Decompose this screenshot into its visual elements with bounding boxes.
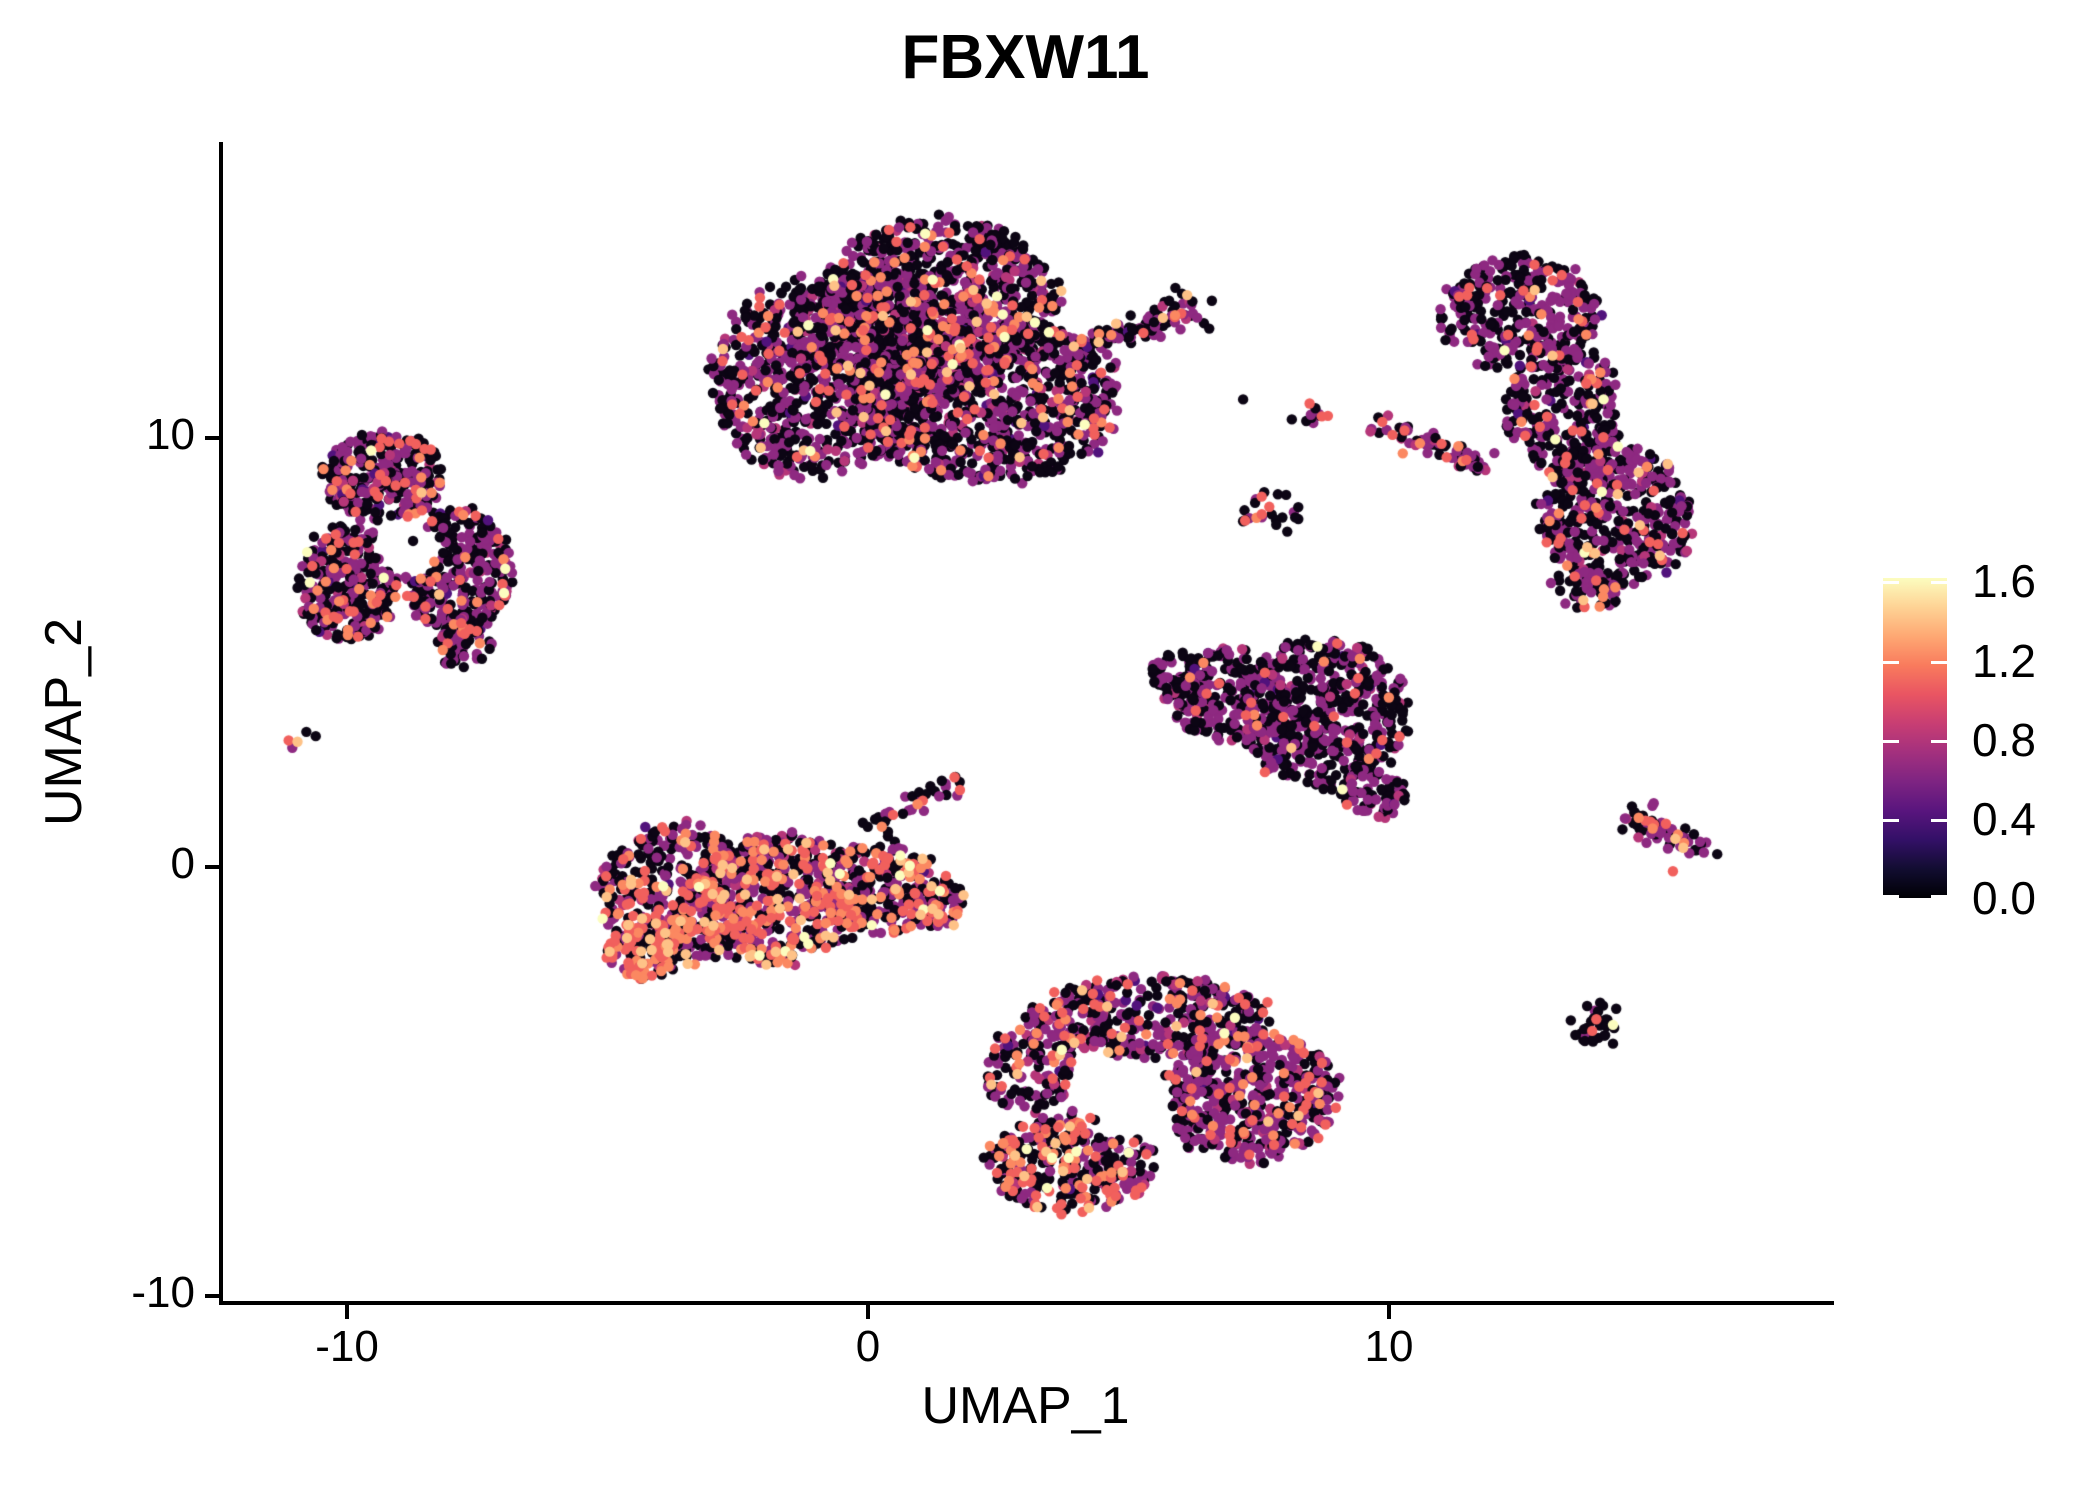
colorbar-tick-dash — [1931, 581, 1947, 585]
colorbar-tick-dash — [1931, 660, 1947, 664]
expression-colorbar — [1883, 578, 1947, 898]
colorbar-tick-dash — [1883, 581, 1899, 585]
colorbar-tick-dash — [1883, 660, 1899, 664]
colorbar-tick-label: 0.0 — [1972, 872, 2036, 924]
colorbar-tick-dash — [1883, 895, 1899, 898]
colorbar-tick-label: 1.6 — [1972, 555, 2036, 608]
colorbar-tick-dash — [1931, 818, 1947, 822]
colorbar-tick-dash — [1883, 739, 1899, 743]
colorbar-tick-dash — [1931, 895, 1947, 898]
colorbar-tick-label: 1.2 — [1972, 634, 2036, 687]
colorbar-tick-label: 0.4 — [1972, 792, 2036, 845]
colorbar-tick-dash — [1883, 818, 1899, 822]
colorbar-tick-dash — [1931, 739, 1947, 743]
colorbar-tick-label: 0.8 — [1972, 713, 2036, 766]
